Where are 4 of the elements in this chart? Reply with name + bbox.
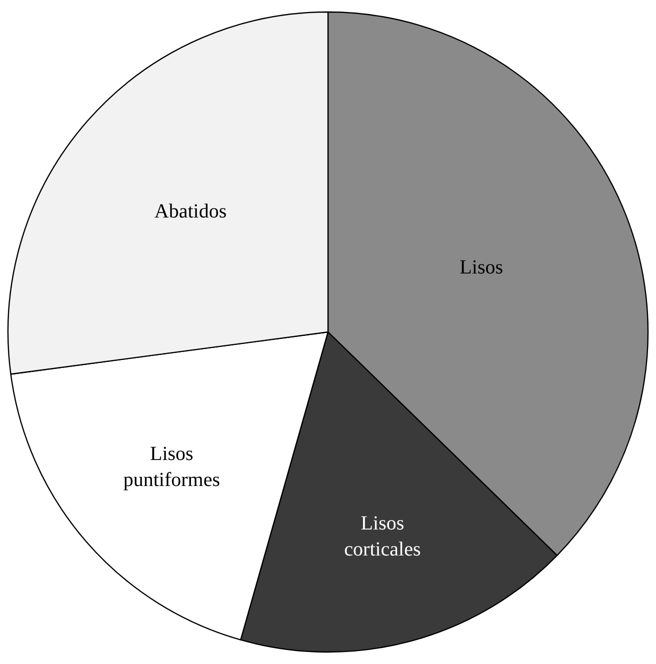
slice-label: Lisos — [460, 256, 504, 278]
slice-label: Abatidos — [154, 200, 227, 223]
slice-label: Lisos corticales — [344, 512, 421, 561]
slice-label: Lisos puntiformes — [123, 443, 220, 492]
